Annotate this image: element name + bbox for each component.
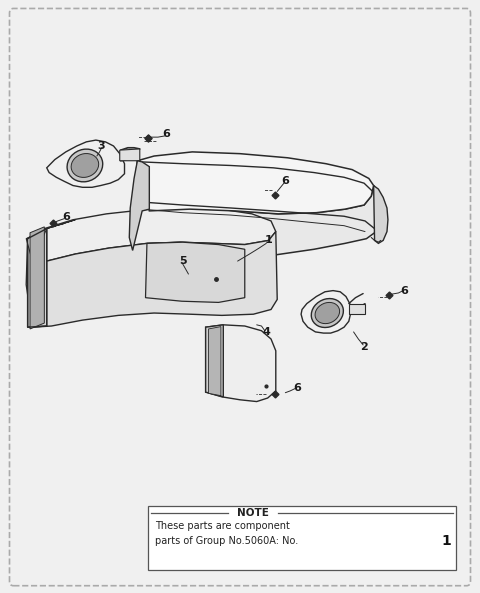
Text: 1: 1 — [265, 235, 273, 246]
Text: 4: 4 — [262, 327, 270, 337]
Polygon shape — [130, 161, 382, 255]
Polygon shape — [145, 242, 245, 302]
Polygon shape — [26, 232, 277, 327]
FancyBboxPatch shape — [148, 506, 456, 570]
Polygon shape — [28, 208, 276, 268]
Text: 6: 6 — [62, 212, 70, 222]
Polygon shape — [205, 325, 223, 397]
Text: parts of Group No.5060A: No.: parts of Group No.5060A: No. — [155, 537, 298, 546]
Polygon shape — [373, 186, 388, 243]
Text: 6: 6 — [281, 176, 289, 186]
Polygon shape — [120, 149, 140, 161]
Text: 3: 3 — [98, 141, 106, 151]
Polygon shape — [30, 227, 44, 329]
Text: These parts are component: These parts are component — [155, 521, 290, 531]
Text: 1: 1 — [441, 534, 451, 549]
Polygon shape — [137, 152, 373, 214]
Text: 6: 6 — [401, 286, 408, 295]
Text: 6: 6 — [293, 383, 301, 393]
Polygon shape — [26, 220, 75, 261]
Text: 2: 2 — [360, 342, 368, 352]
FancyBboxPatch shape — [10, 8, 470, 586]
Polygon shape — [205, 325, 276, 401]
Text: 6: 6 — [162, 129, 170, 139]
Polygon shape — [208, 327, 221, 396]
Ellipse shape — [71, 154, 99, 177]
Polygon shape — [301, 291, 351, 333]
Polygon shape — [129, 161, 149, 250]
Polygon shape — [47, 140, 124, 187]
Polygon shape — [349, 304, 365, 314]
Ellipse shape — [315, 302, 339, 324]
Polygon shape — [28, 229, 47, 327]
Text: 5: 5 — [179, 256, 187, 266]
Ellipse shape — [67, 149, 103, 182]
Text: NOTE: NOTE — [238, 508, 269, 518]
Ellipse shape — [312, 298, 343, 327]
